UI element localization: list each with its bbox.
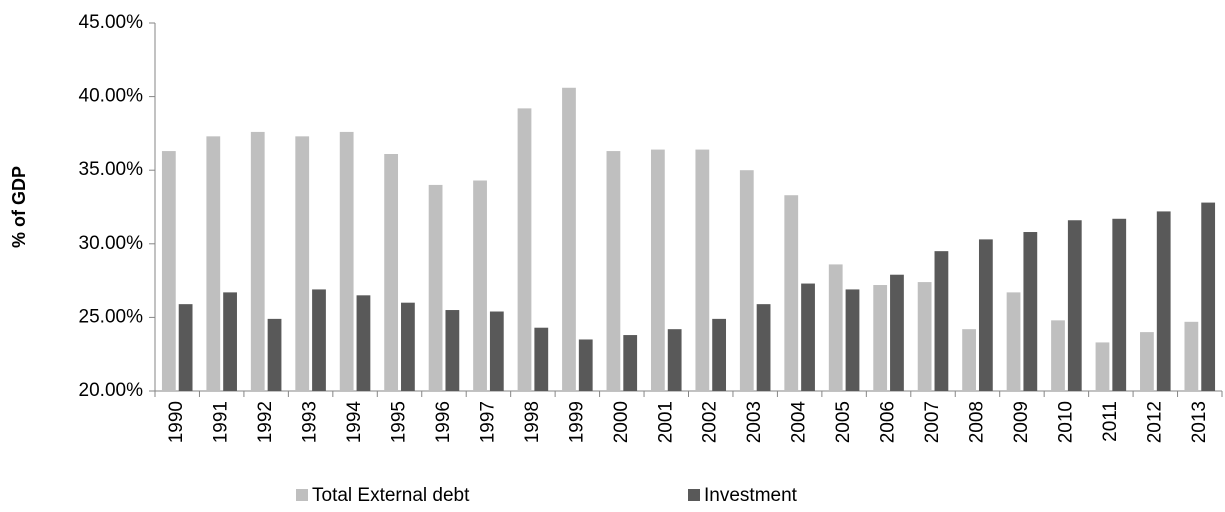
bar (667, 329, 682, 391)
bar (873, 285, 888, 391)
bar (428, 184, 443, 391)
bar (178, 304, 193, 391)
bar (978, 239, 993, 391)
y-tick-label: 20.00% (79, 380, 144, 401)
x-tick-label: 1994 (344, 401, 365, 444)
y-tick-label: 45.00% (79, 12, 144, 33)
bar (1140, 332, 1154, 391)
x-tick-label: 1996 (433, 401, 454, 443)
bar (623, 335, 638, 391)
bar (312, 289, 326, 391)
x-tick-label: 2011 (1100, 401, 1121, 442)
bar (828, 264, 843, 391)
x-tick-label: 2003 (744, 401, 765, 443)
bar (206, 136, 221, 391)
x-tick-label: 2000 (611, 401, 632, 443)
x-tick-label: 2009 (1011, 401, 1032, 443)
legend-swatch (688, 489, 700, 501)
bar (295, 136, 310, 391)
y-tick-label: 40.00% (79, 86, 144, 107)
x-tick-label: 2007 (922, 401, 943, 443)
bar (1201, 202, 1216, 391)
bar (712, 318, 727, 391)
bar (250, 131, 265, 392)
bar (489, 311, 504, 391)
bar (1023, 232, 1038, 391)
x-tick-label: 2013 (1189, 401, 1210, 443)
x-tick-label: 1993 (300, 401, 321, 443)
bar (161, 151, 176, 391)
y-tick-label: 25.00% (79, 306, 144, 327)
legend-label: Investment (704, 485, 798, 506)
bar (1184, 321, 1199, 391)
bar (1006, 292, 1021, 391)
bar (517, 108, 532, 391)
x-tick-label: 2001 (655, 401, 676, 443)
bar (356, 295, 371, 391)
bar (384, 154, 399, 391)
x-tick-label: 2005 (833, 401, 854, 443)
bar (339, 131, 354, 392)
bar (650, 149, 665, 391)
bar (1095, 342, 1110, 391)
bar (962, 329, 976, 391)
x-tick-label: 2008 (966, 401, 987, 443)
y-axis-label: % of GDP (9, 166, 29, 248)
bar (445, 310, 460, 391)
x-tick-label: 1991 (211, 401, 232, 443)
bar (401, 302, 415, 391)
x-tick-label: 1992 (255, 401, 276, 443)
x-tick-label: 2002 (700, 401, 721, 443)
bar (1067, 220, 1082, 391)
x-tick-label: 2012 (1144, 401, 1165, 443)
bar (578, 339, 593, 391)
bar (934, 251, 949, 391)
bar (784, 195, 799, 391)
x-tick-label: 1998 (522, 401, 543, 443)
bar (1051, 320, 1065, 391)
bar (1112, 218, 1127, 391)
x-tick-label: 1999 (566, 401, 587, 443)
bar (534, 327, 549, 391)
bar (917, 282, 932, 391)
y-tick-label: 35.00% (79, 159, 144, 180)
bar (606, 151, 621, 391)
bar (223, 292, 237, 391)
legend-label: Total External debt (312, 485, 470, 506)
x-tick-label: 1995 (389, 401, 410, 443)
bar (739, 170, 754, 391)
x-tick-label: 1990 (166, 401, 187, 443)
bar (267, 318, 282, 391)
y-tick-label: 30.00% (79, 233, 144, 254)
x-tick-label: 1997 (477, 401, 498, 443)
bar (473, 180, 487, 391)
bar (1156, 211, 1171, 391)
bar (756, 304, 771, 391)
x-tick-label: 2010 (1055, 401, 1076, 443)
bar (695, 149, 710, 391)
bar (801, 283, 815, 391)
legend-swatch (296, 489, 308, 501)
x-tick-label: 2004 (789, 401, 810, 444)
x-tick-label: 2006 (878, 401, 899, 443)
bar (845, 289, 860, 391)
bar (562, 87, 576, 391)
bar (890, 274, 904, 391)
